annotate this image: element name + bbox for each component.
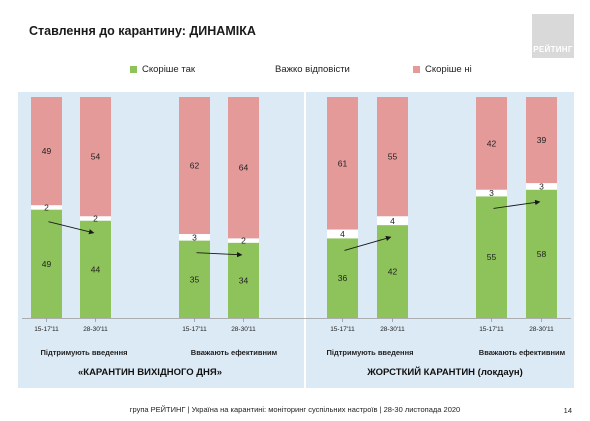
bar-1-hard-segment: [31, 205, 62, 210]
bar-6-x-label: 28-30'11: [380, 326, 405, 333]
bar-7-hard-segment: [476, 189, 507, 197]
bar-7-yes-segment: [476, 196, 507, 318]
bar-3-no-label: 62: [190, 161, 200, 171]
bar-6-yes-label: 42: [388, 267, 398, 277]
bar-8-hard-label: 3: [539, 182, 544, 192]
bar-4-yes-label: 34: [239, 275, 249, 285]
bar-5-hard-segment: [327, 229, 358, 239]
bar-8-x-label: 28-30'11: [529, 326, 554, 333]
subchart-2-subtitle: Вважають ефективним: [190, 348, 278, 357]
bar-4-no-segment: [228, 97, 259, 239]
bar-2-hard-label: 2: [93, 214, 98, 224]
bar-4-yes-segment: [228, 242, 259, 318]
bar-6-no-label: 55: [388, 152, 398, 162]
bar-1-x-label: 15-17'11: [34, 326, 59, 333]
slide-title: Ставлення до карантину: ДИНАМІКА: [29, 24, 256, 38]
bar-5-yes-segment: [327, 238, 358, 318]
bar-6-hard-label: 4: [390, 216, 395, 226]
bar-1-hard-label: 2: [44, 203, 49, 213]
trend-arrow-3: [344, 235, 392, 251]
bar-3-hard-segment: [179, 234, 210, 241]
bar-3-yes-segment: [179, 240, 210, 318]
bar-7-x-label: 15-17'11: [479, 326, 504, 333]
legend-item-yes: Скоріше так: [130, 64, 195, 75]
bar-5-no-segment: [327, 97, 358, 230]
bar-7-hard-label: 3: [489, 188, 494, 198]
subchart-4-subtitle: Вважають ефективним: [478, 348, 566, 357]
bar-2-x-label: 28-30'11: [83, 326, 108, 333]
page-number: 14: [563, 406, 572, 415]
bar-8-no-segment: [526, 97, 557, 184]
bar-4-no-label: 64: [239, 163, 249, 173]
bar-4-x-label: 28-30'11: [231, 326, 256, 333]
bar-8-no-label: 39: [537, 135, 547, 145]
legend-label-yes: Скоріше так: [142, 64, 196, 75]
bar-6-hard-segment: [377, 216, 408, 226]
legend-item-no: Скоріше ні: [413, 64, 472, 75]
bar-2-no-segment: [80, 97, 111, 217]
bar-1-no-label: 49: [42, 146, 52, 156]
legend-swatch-yes: [130, 66, 137, 73]
legend-label-no: Скоріше ні: [425, 64, 472, 75]
trend-arrow-1: [48, 221, 95, 235]
bar-7-no-segment: [476, 97, 507, 190]
bar-7-no-label: 42: [487, 138, 497, 148]
legend-label-hard: Важко відповісти: [275, 64, 350, 75]
footer-text: група РЕЙТИНГ | Україна на карантині: мо…: [129, 405, 461, 414]
bar-7-yes-label: 55: [487, 252, 497, 262]
trend-arrow-4: [493, 199, 541, 209]
bar-4-hard-label: 2: [241, 236, 246, 246]
bar-3-hard-label: 3: [192, 232, 197, 242]
bar-2-no-label: 54: [91, 152, 101, 162]
bar-2-yes-segment: [80, 220, 111, 318]
bar-6-no-segment: [377, 97, 408, 217]
subchart-3-subtitle: Підтримують введення: [326, 348, 414, 357]
bar-1-yes-label: 49: [42, 259, 52, 269]
subchart-1-subtitle: Підтримують введення: [40, 348, 128, 357]
bar-3-x-label: 15-17'11: [182, 326, 207, 333]
bar-4-hard-segment: [228, 238, 259, 243]
bar-8-yes-label: 58: [537, 249, 547, 259]
bar-5-no-label: 61: [338, 158, 348, 168]
bar-5-x-label: 15-17'11: [330, 326, 355, 333]
bar-2-hard-segment: [80, 216, 111, 221]
trend-arrow-2: [196, 251, 243, 258]
legend-swatch-hard: [263, 66, 270, 73]
bar-8-hard-segment: [526, 183, 557, 190]
bar-2-yes-label: 44: [91, 264, 101, 274]
legend-item-hard: Важко відповісти: [263, 64, 350, 75]
bar-6-yes-segment: [377, 225, 408, 318]
group-title-lockdown: ЖОРСТКИЙ КАРАНТИН (локдаун): [367, 367, 523, 378]
bar-5-yes-label: 36: [338, 273, 348, 283]
rating-logo: РЕЙТИНГ: [532, 14, 574, 58]
bar-8-yes-segment: [526, 189, 557, 318]
bar-5-hard-label: 4: [340, 229, 345, 239]
bar-3-no-segment: [179, 97, 210, 235]
bar-1-no-segment: [31, 97, 62, 206]
group-title-weekend: «КАРАНТИН ВИХІДНОГО ДНЯ»: [77, 367, 222, 378]
bar-3-yes-label: 35: [190, 274, 200, 284]
legend-swatch-no: [413, 66, 420, 73]
bar-1-yes-segment: [31, 209, 62, 318]
